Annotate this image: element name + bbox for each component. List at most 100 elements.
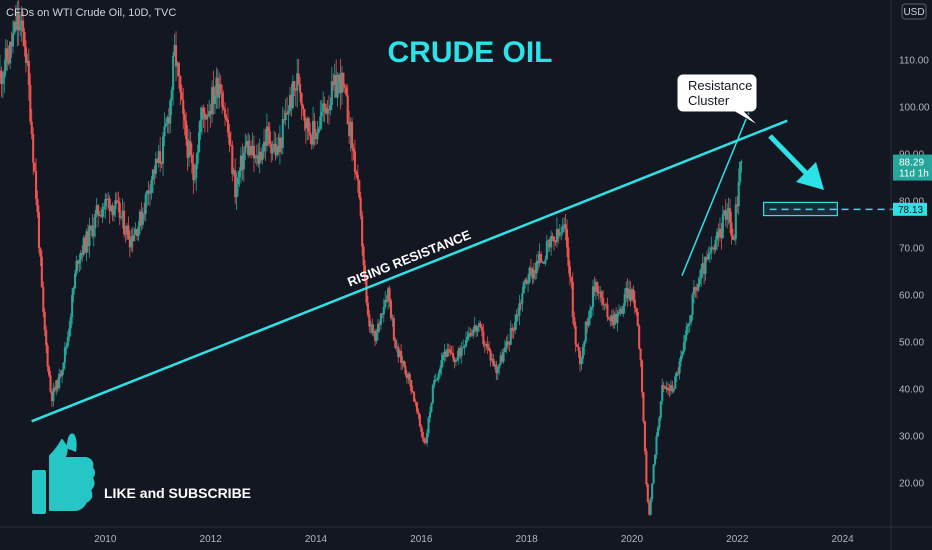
candle-body [506, 341, 509, 343]
candle-body [564, 224, 567, 229]
candle-body [280, 137, 283, 148]
candle-body [464, 339, 468, 347]
candle-body [330, 81, 333, 105]
candle-body [222, 106, 225, 110]
candle-body [441, 355, 444, 361]
candle-body [426, 433, 429, 444]
candle-body [499, 355, 502, 365]
time-axis[interactable]: 2010 2012 2014 2016 2018 2020 2022 2024 [0, 526, 932, 545]
candle-body [568, 266, 571, 278]
candle-body [571, 281, 574, 318]
candle-body [729, 208, 732, 223]
candle-body [391, 318, 394, 320]
candle-body [332, 81, 335, 85]
price-tick-label: 60.00 [899, 290, 924, 301]
candle-body [612, 315, 615, 326]
candle-body [514, 322, 517, 331]
candle-body [681, 351, 684, 356]
candle-body [301, 105, 305, 110]
candle-body [362, 246, 365, 266]
candle-body [623, 293, 626, 306]
candle-body [542, 261, 545, 264]
candle-body [629, 289, 632, 301]
candle-body [278, 137, 281, 153]
candle-body [237, 177, 240, 185]
candle-body [519, 303, 522, 305]
candle-body [486, 344, 489, 348]
candle-body [164, 123, 167, 127]
candle-body [475, 325, 478, 332]
candle-body [463, 346, 466, 348]
candle-body [211, 87, 214, 115]
candle-body [602, 297, 605, 305]
candle-body [453, 357, 456, 363]
candle-body [417, 411, 420, 415]
candle-body [554, 241, 557, 243]
candle-body [58, 373, 61, 389]
candle-body [99, 215, 103, 217]
candle-body [131, 236, 134, 242]
price-tick-label: 110.00 [899, 56, 929, 67]
candle-body [716, 231, 719, 240]
price-axis[interactable]: 110.00100.0090.0080.0070.0060.0050.0040.… [890, 0, 930, 550]
candle-body [703, 263, 706, 274]
candle-body [136, 228, 139, 237]
candle-body [651, 483, 654, 500]
candle-body [726, 211, 729, 220]
candle-body [401, 361, 404, 363]
candle-body [560, 232, 563, 234]
candle-body [639, 348, 642, 361]
candle-body [249, 146, 253, 156]
candle-body [209, 111, 212, 115]
candle-body [652, 464, 655, 484]
candle-body [322, 103, 325, 112]
candle-body [378, 323, 381, 325]
candle-body [193, 178, 196, 181]
candle-body [609, 319, 612, 322]
candle-body [677, 372, 680, 374]
candle-body [9, 41, 12, 64]
candle-body [376, 323, 380, 333]
candle-body [120, 216, 123, 218]
candle-body [610, 315, 613, 322]
candle-body [400, 350, 403, 363]
candle-body [273, 143, 276, 149]
candle-body [154, 158, 157, 174]
rising-resistance-line[interactable] [31, 119, 788, 423]
thumbs-up-icon[interactable] [32, 433, 95, 515]
candle-body [189, 140, 192, 155]
candle-body [434, 379, 437, 381]
candle-body [379, 313, 382, 325]
candle-body [415, 402, 419, 412]
candle-body [374, 330, 377, 342]
candle-body [22, 20, 25, 32]
candle-body [241, 155, 244, 170]
candle-body [648, 501, 651, 515]
candle-body [66, 336, 69, 347]
time-tick-label: 2020 [621, 534, 644, 545]
candle-body [52, 388, 55, 402]
candle-body [524, 279, 527, 282]
like-subscribe-text[interactable]: LIKE and SUBSCRIBE [104, 485, 251, 501]
candle-body [580, 358, 583, 365]
candle-body [473, 325, 476, 330]
steep-trend-line[interactable] [681, 101, 754, 276]
candle-body [283, 119, 286, 121]
candle-body [258, 151, 261, 164]
candle-body [518, 303, 521, 316]
candle-body [467, 333, 470, 337]
target-price-value: 78.13 [898, 205, 923, 216]
candle-body [656, 427, 659, 437]
candle-body [10, 41, 13, 47]
candle-body [108, 198, 111, 211]
candle-body [528, 267, 531, 283]
candle-body [515, 314, 518, 323]
candle-body [482, 331, 485, 345]
candle-body [173, 45, 176, 56]
currency-badge[interactable] [901, 3, 927, 20]
candle-body [590, 306, 593, 310]
candle-body [444, 351, 447, 357]
candle-body [479, 323, 482, 328]
